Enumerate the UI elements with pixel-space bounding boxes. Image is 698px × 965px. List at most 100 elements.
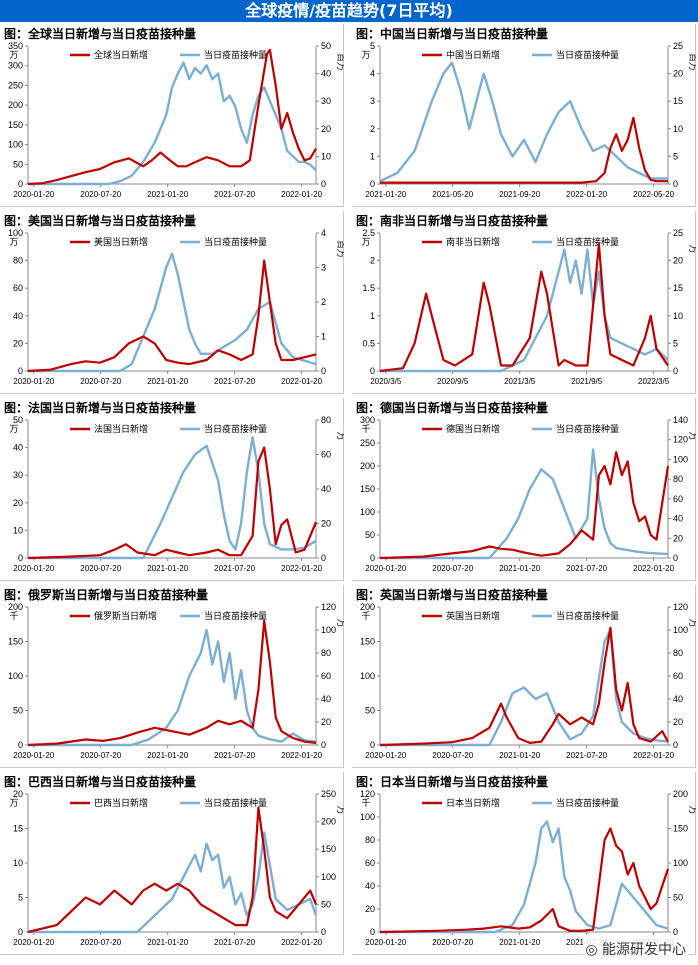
chart-title: 图：俄罗斯当日新增与当日疫苗接种量 [4, 588, 209, 602]
y-tick-label-right: 50 [673, 893, 683, 903]
y-tick-label-right: 60 [321, 450, 331, 460]
y-tick-label-right: 2 [321, 297, 326, 307]
y-tick-label-left: 50 [13, 706, 23, 716]
y-tick-label-left: 0 [370, 927, 375, 937]
y-tick-label-right: 25 [673, 41, 683, 51]
vaccine-series-line [379, 61, 668, 183]
cases-series-line [380, 116, 668, 184]
x-tick-label: 2020-01-20 [13, 938, 54, 947]
y-tick-label-left: 350 [8, 41, 23, 51]
right-unit-label: 万 [687, 618, 696, 627]
chart-panel: 图：美国当日新增与当日疫苗接种量 0 20 40 60 80 100 0 1 2 3 4 万 百万 2020… [0, 211, 344, 394]
y-tick-label-left: 50 [13, 415, 23, 425]
chart-title: 图：德国当日新增与当日疫苗接种量 [356, 401, 549, 415]
legend-label: 法国当日新增 [94, 423, 148, 435]
right-unit-label: 万 [335, 805, 344, 814]
watermark: ◎ 能源研发中心 [583, 939, 688, 959]
y-tick-label-right: 120 [321, 602, 336, 612]
y-tick-label-left: 1 [370, 311, 375, 321]
right-unit-label: 万 [687, 431, 696, 440]
y-tick-label-left: 3 [370, 96, 375, 106]
y-tick-label-right: 20 [673, 256, 683, 266]
y-tick-label-left: 60 [365, 858, 375, 868]
y-tick-label-right: 0 [321, 366, 326, 376]
cases-series-line [27, 259, 317, 373]
y-tick-label-right: 100 [673, 454, 688, 464]
chart-panel: 图：南非当日新增与当日疫苗接种量 0 0.5 1 1.5 2 2.5 0 5 10 15 20 25 万万… [352, 211, 696, 394]
page-banner: 全球疫情/疫苗趋势(7日平均) [0, 0, 698, 22]
y-tick-label-left: 100 [8, 140, 23, 150]
right-unit-label: 万 [687, 244, 696, 253]
x-tick-label: 2021-07-20 [566, 564, 607, 573]
y-tick-label-left: 200 [8, 602, 23, 612]
y-tick-label-left: 300 [360, 415, 375, 425]
legend-label: 当日疫苗接种量 [556, 797, 619, 809]
x-tick-label: 2020-07-20 [432, 938, 473, 947]
y-tick-label-left: 150 [360, 484, 375, 494]
x-tick-label: 2022/3/5 [638, 377, 670, 386]
y-tick-label-left: 60 [13, 283, 23, 293]
y-tick-label-right: 120 [673, 435, 688, 445]
vaccine-series-line [380, 248, 669, 373]
y-tick-label-left: 150 [8, 120, 23, 130]
chart-panel: 图：全球当日新增与当日疫苗接种量 0 50 100 150 200 250 300 350 0 10… [0, 24, 344, 207]
y-tick-label-left: 100 [8, 671, 23, 681]
y-tick-label-right: 3 [321, 263, 326, 273]
cases-series-line [27, 806, 318, 934]
y-tick-label-right: 1 [321, 332, 326, 342]
x-tick-label: 2022-05-20 [633, 190, 674, 199]
right-unit-label: 万 [687, 805, 696, 814]
cases-series-line [27, 48, 317, 186]
y-tick-label-right: 150 [321, 844, 336, 854]
y-tick-label-left: 50 [365, 530, 375, 540]
y-tick-label-left: 15 [13, 824, 23, 834]
legend-label: 当日疫苗接种量 [204, 423, 267, 435]
chart-svg: 0 20 40 60 80 100 0 1 2 3 4 万 百万 2020-01-20 2020-07-20… [8, 228, 344, 386]
x-tick-label: 2020-07-20 [80, 564, 121, 573]
legend-label: 美国当日新增 [94, 236, 148, 248]
x-tick-label: 2020-07-20 [432, 751, 473, 760]
chart-panel: 图：中国当日新增与当日疫苗接种量 0 1 2 3 4 5 0 5 10 15 20 25 万 百万 2021-… [352, 24, 696, 207]
y-tick-label-left: 0 [370, 179, 375, 189]
x-tick-label: 2022-01-20 [281, 751, 322, 760]
y-tick-label-right: 250 [321, 789, 336, 799]
legend-label: 南非当日新增 [446, 236, 500, 248]
x-tick-label: 2022-01-20 [281, 377, 322, 386]
y-tick-label-left: 80 [365, 835, 375, 845]
y-tick-label-left: 30 [13, 470, 23, 480]
chart-title: 图：南非当日新增与当日疫苗接种量 [356, 214, 549, 228]
chart-panel: 图：巴西当日新增与当日疫苗接种量 0 5 10 15 20 0 50 100 150 200 250 万… [0, 772, 344, 955]
wechat-icon: ◎ [585, 942, 602, 958]
y-tick-label-right: 10 [673, 311, 683, 321]
legend-label: 当日疫苗接种量 [204, 610, 267, 622]
y-tick-label-left: 20 [365, 904, 375, 914]
y-tick-label-left: 5 [18, 893, 23, 903]
x-tick-label: 2020/3/5 [370, 377, 402, 386]
legend-label: 全球当日新增 [94, 49, 148, 61]
cases-series-line [379, 451, 670, 560]
x-tick-label: 2021-07-20 [214, 190, 255, 199]
y-tick-label-right: 10 [321, 151, 331, 161]
y-tick-label-left: 250 [8, 80, 23, 90]
x-tick-label: 2020-01-20 [13, 564, 54, 573]
vaccine-series-line [380, 628, 669, 747]
y-tick-label-right: 150 [673, 824, 688, 834]
y-tick-label-left: 300 [8, 61, 23, 71]
x-tick-label: 2021-01-20 [499, 564, 540, 573]
legend-label: 当日疫苗接种量 [204, 49, 267, 61]
left-unit-label: 千 [361, 424, 370, 435]
y-tick-label-left: 150 [360, 637, 375, 647]
y-tick-label-right: 20 [673, 69, 683, 79]
chart-title: 图：英国当日新增与当日疫苗接种量 [356, 588, 549, 602]
left-unit-label: 万 [9, 51, 18, 61]
y-tick-label-right: 0 [321, 179, 326, 189]
y-tick-label-left: 0 [18, 366, 23, 376]
x-tick-label: 2021-01-20 [147, 938, 188, 947]
left-unit-label: 千 [361, 798, 370, 809]
y-tick-label-right: 20 [321, 124, 331, 134]
right-unit-label: 百万 [687, 53, 696, 71]
chart-panel: 图：日本当日新增与当日疫苗接种量 0 20 40 60 80 100 120 0 50 100 150… [352, 772, 696, 955]
chart-title: 图：美国当日新增与当日疫苗接种量 [4, 214, 197, 228]
